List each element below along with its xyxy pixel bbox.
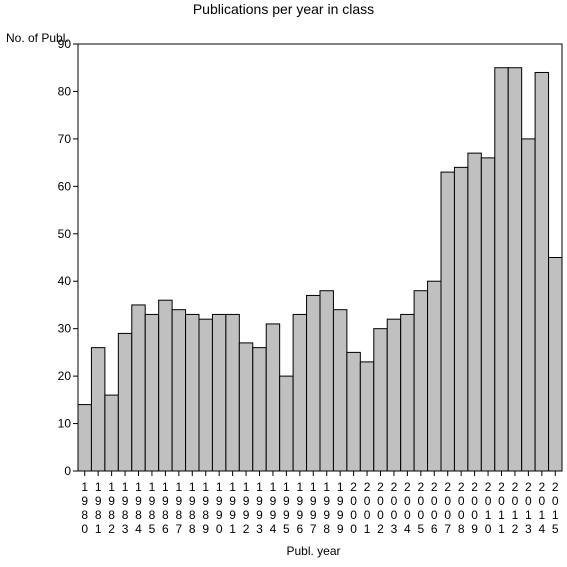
bars-group [77,67,563,472]
y-tick-label: 40 [58,274,72,288]
y-tick-label: 70 [58,132,72,146]
bar-2012 [507,67,523,472]
bar-2014 [534,71,550,472]
bar-1984 [131,304,146,472]
bar-1983 [117,332,133,472]
bar-2003 [386,318,402,472]
bar-1990 [211,313,227,472]
bar-2005 [413,290,429,472]
y-tick-label: 90 [58,37,72,51]
y-tick-label: 10 [58,417,72,431]
bar-1988 [185,313,200,472]
y-tick-label: 60 [58,179,72,193]
bar-1982 [104,394,119,472]
bar-1992 [238,342,254,472]
bar-2015 [548,257,563,472]
bar-2004 [400,313,415,472]
y-tick-label: 20 [58,369,72,383]
bar-2013 [521,138,536,472]
bar-1989 [198,318,213,472]
bar-1991 [225,313,240,472]
bar-1980 [77,404,92,472]
bar-1987 [171,309,187,472]
y-tick-label: 30 [58,322,72,336]
chart-title: Publications per year in class [192,1,375,17]
bar-1995 [279,375,294,472]
bar-1994 [265,323,281,472]
bar-2001 [359,361,375,472]
bar-2008 [453,166,469,472]
y-ticks-group: 0 10 20 30 40 50 60 70 80 90 [58,37,78,478]
bar-1981 [90,347,106,472]
bar-2007 [440,171,455,472]
bar-2009 [467,152,482,472]
y-tick-label: 50 [58,227,72,241]
bar-1986 [158,299,173,472]
bar-1996 [292,313,308,472]
bar-1998 [319,290,334,472]
y-tick-label: 80 [58,84,72,98]
bar-2010 [480,157,496,472]
bar-1999 [332,309,348,472]
bar-2002 [373,328,388,472]
bar-1993 [252,347,267,472]
bar-2011 [494,67,509,472]
x-axis-label: Publ. year [286,544,341,558]
bar-2006 [427,280,442,472]
x-ticks-group: 1 9 8 0 1 9 8 1 1 9 8 2 1 9 8 3 1 9 8 4 1 9 8 5 1 9 8 6 1 9 8 7 1 9 8 8 1 9 8 9… [81,471,559,536]
bar-2000 [346,351,361,472]
y-tick-label: 0 [64,464,71,478]
bar-1997 [306,294,321,472]
bar-1985 [144,313,160,472]
y-axis-label: No. of Publ. [6,31,69,45]
